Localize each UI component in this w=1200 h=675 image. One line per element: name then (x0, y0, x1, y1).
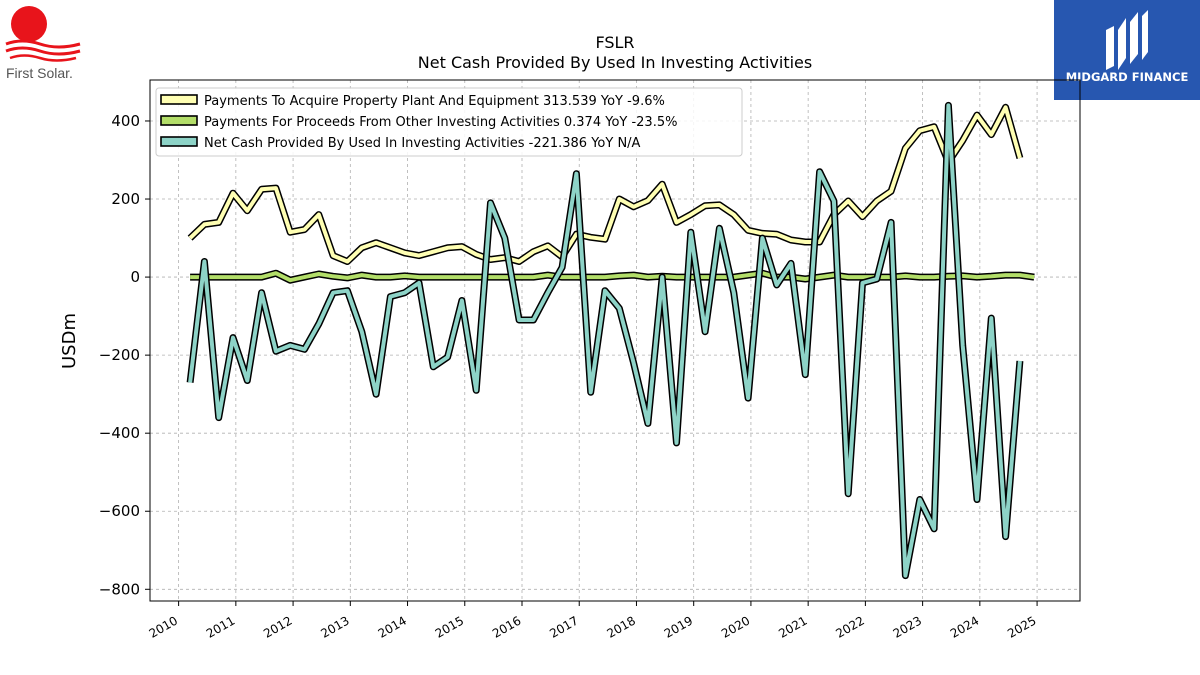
legend-swatch (160, 94, 198, 105)
y-tick-label: 0 (130, 268, 140, 286)
plot-frame (149, 79, 1081, 602)
series-line (187, 103, 1024, 265)
midgard-finance-logo-graphic: MIDGARD FINANCE (1066, 10, 1189, 84)
x-tick-label: 2022 (833, 613, 866, 640)
series-path (188, 103, 1022, 578)
y-tick-label: −800 (99, 580, 140, 598)
first-solar-wordmark: First Solar. (6, 65, 73, 81)
x-tick-label: 2021 (776, 613, 809, 640)
chart-title: FSLR (595, 33, 634, 52)
series-lines (186, 101, 1035, 580)
first-solar-logo: First Solar. (0, 0, 110, 90)
y-axis: 400 200 0 −200 −400 −600 −800 (99, 112, 150, 598)
wave-icon (9, 54, 77, 62)
y-tick-label: 400 (111, 112, 140, 130)
series-path (188, 105, 1022, 264)
x-axis: 2010 2011 2012 2013 2014 2015 2016 2017 2018 2019… (147, 601, 1039, 641)
legend-label: Payments To Acquire Property Plant And E… (204, 94, 665, 109)
y-tick-label: −600 (99, 502, 140, 520)
y-axis-label: USDm (59, 313, 80, 369)
legend-box (155, 87, 743, 157)
legend-swatch (160, 136, 198, 147)
sun-icon (11, 6, 47, 42)
x-tick-label: 2024 (948, 613, 981, 640)
y-tick-label: 200 (111, 190, 140, 208)
x-tick-label: 2014 (376, 613, 409, 640)
x-tick-label: 2013 (318, 613, 351, 640)
x-tick-label: 2018 (605, 613, 638, 640)
x-tick-label: 2012 (261, 613, 294, 640)
wave-icon (5, 39, 81, 49)
x-tick-label: 2025 (1005, 613, 1038, 640)
y-tick-label: −400 (99, 424, 140, 442)
midgard-mark-icon (1106, 10, 1148, 70)
x-tick-label: 2010 (147, 613, 180, 640)
chart-subtitle: Net Cash Provided By Used In Investing A… (418, 53, 812, 72)
x-tick-label: 2020 (719, 613, 752, 640)
y-tick-label: −200 (99, 346, 140, 364)
x-tick-label: 2011 (204, 613, 237, 640)
wave-icon (5, 46, 81, 56)
x-tick-label: 2016 (490, 613, 523, 640)
series-line (190, 269, 1035, 284)
x-tick-label: 2023 (891, 613, 924, 640)
midgard-finance-wordmark: MIDGARD FINANCE (1066, 70, 1189, 84)
midgard-finance-logo: MIDGARD FINANCE (1054, 0, 1200, 100)
series-line (186, 101, 1024, 580)
legend-label: Payments For Proceeds From Other Investi… (204, 115, 677, 130)
x-tick-label: 2019 (662, 613, 695, 640)
legend-swatch (160, 115, 198, 126)
legend: Payments To Acquire Property Plant And E… (155, 87, 743, 157)
x-tick-label: 2017 (547, 613, 580, 640)
first-solar-logo-graphic: First Solar. (5, 6, 81, 81)
x-tick-label: 2015 (433, 613, 466, 640)
legend-label: Net Cash Provided By Used In Investing A… (204, 136, 641, 151)
